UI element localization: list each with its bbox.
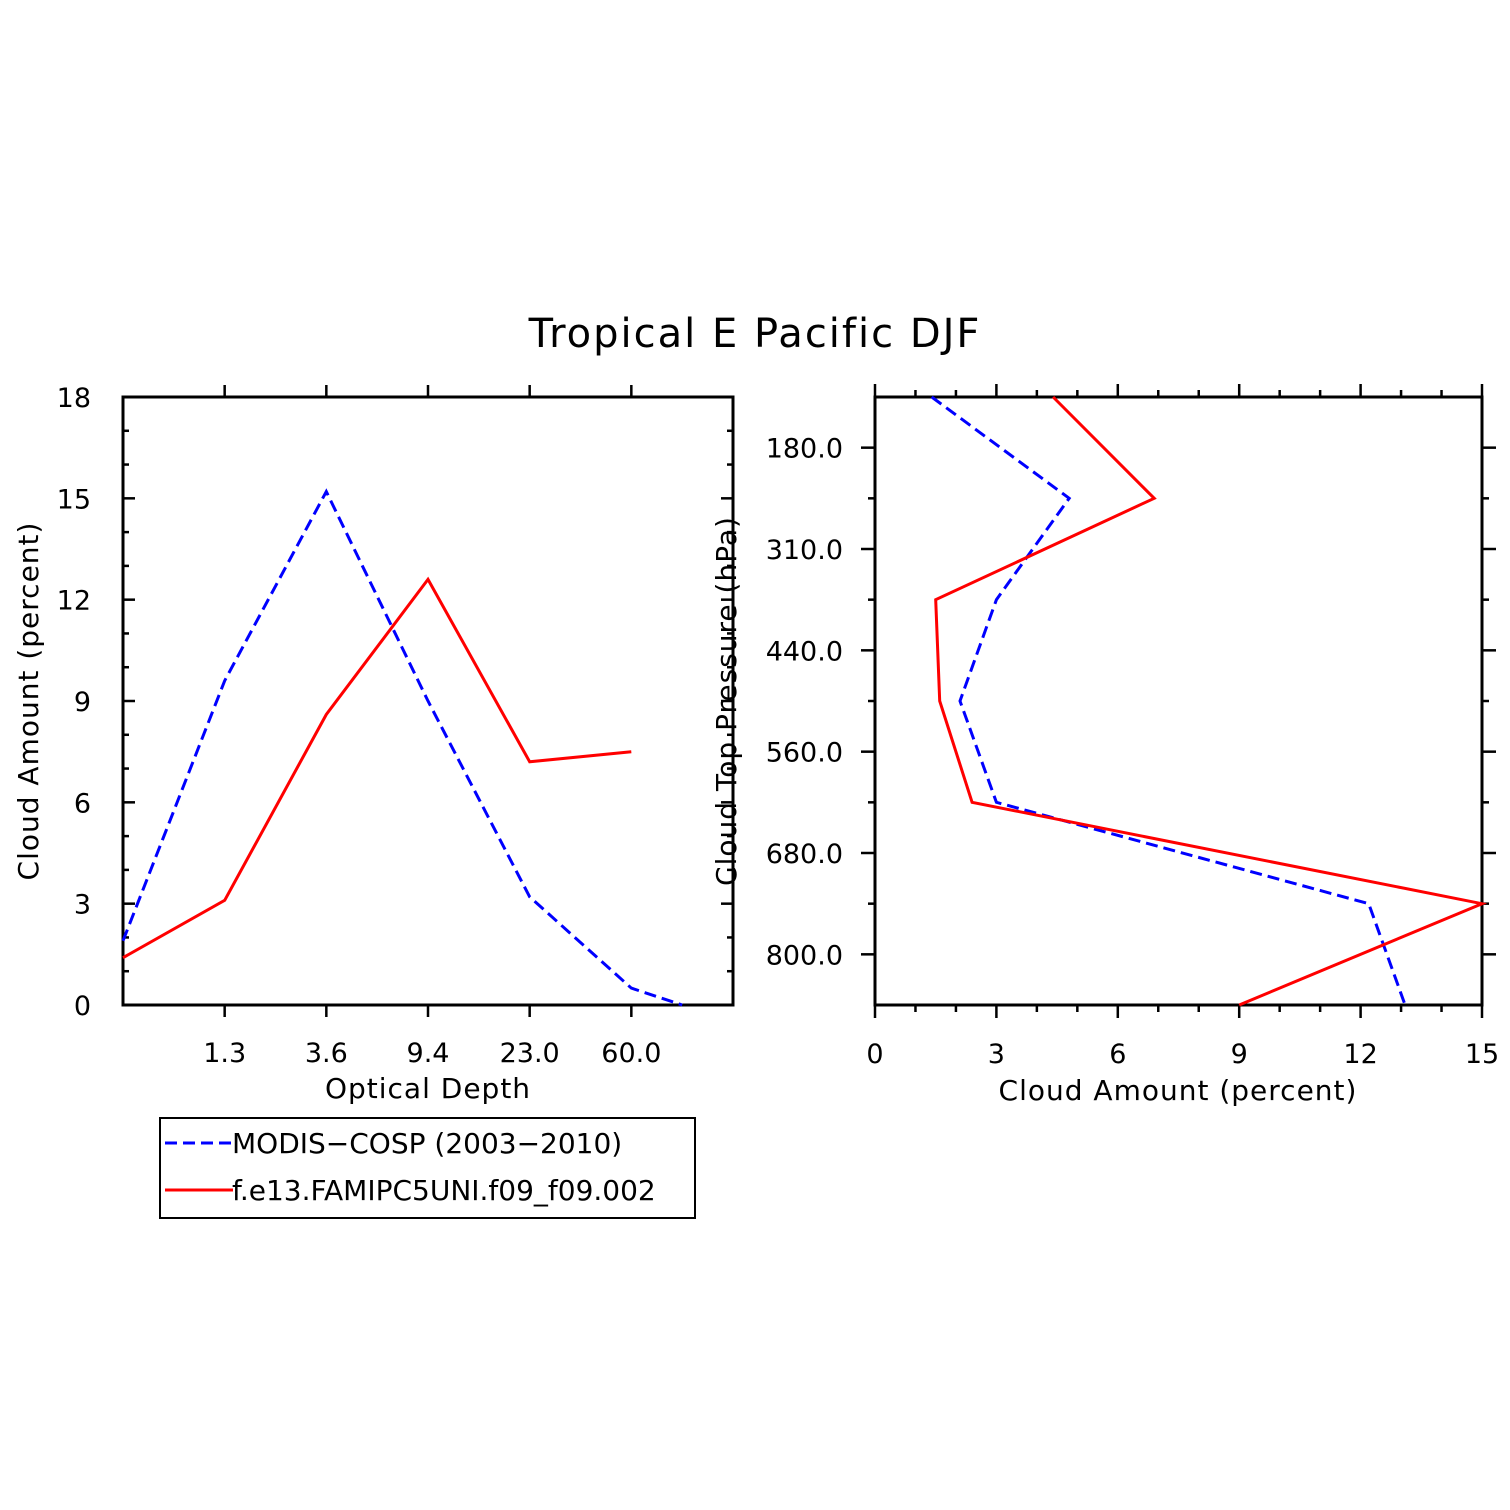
right-y-axis-label: Cloud Top Pressure (hPa) (710, 516, 743, 886)
left-x-tick-label: 1.3 (203, 1038, 246, 1069)
left-y-tick-label: 15 (57, 484, 91, 515)
right-y-tick-label: 310.0 (766, 535, 843, 566)
right-series-line-1 (934, 395, 1488, 1007)
right-y-tick-label: 180.0 (766, 434, 843, 465)
legend-box (159, 1117, 696, 1219)
right-data-lines (930, 395, 1488, 1007)
left-data-lines (121, 488, 683, 1007)
left-y-tick-label: 12 (57, 586, 91, 617)
right-y-tick-label: 560.0 (766, 738, 843, 769)
figure-title: Tropical E Pacific DJF (528, 311, 982, 357)
legend-label-modis: MODIS−COSP (2003−2010) (232, 1127, 622, 1160)
left-x-tick-label: 9.4 (407, 1038, 450, 1069)
left-y-tick-label: 6 (74, 788, 91, 819)
right-plot-frame (873, 395, 1484, 1007)
left-x-tick-label: 23.0 (500, 1038, 560, 1069)
left-x-axis-label: Optical Depth (325, 1072, 531, 1105)
right-x-tick-label: 12 (1343, 1039, 1377, 1070)
right-y-tick-label: 680.0 (766, 839, 843, 870)
right-x-tick-label: 3 (988, 1039, 1005, 1070)
left-chart-panel: 0 3 6 9 12 15 18 1.3 3.6 9.4 23.0 60.0 Optical Dept… (12, 383, 735, 1105)
right-x-tick-label: 9 (1231, 1039, 1248, 1070)
right-x-tick-label: 6 (1109, 1039, 1126, 1070)
right-x-tick-label: 0 (866, 1039, 883, 1070)
left-x-tick-label: 60.0 (601, 1038, 661, 1069)
left-y-tick-label: 0 (74, 991, 91, 1022)
left-y-tick-label: 3 (74, 890, 91, 921)
legend-label-model: f.e13.FAMIPC5UNI.f09_f09.002 (232, 1174, 656, 1207)
left-series-line-1 (122, 576, 632, 960)
left-series-line-0 (121, 488, 683, 1007)
left-y-axis-label: Cloud Amount (percent) (12, 522, 45, 881)
right-chart-panel: 0 3 6 9 12 15 180.0 310.0 440.0 560.0 680.0 800.0 C… (710, 384, 1499, 1107)
right-x-axis-label: Cloud Amount (percent) (999, 1074, 1358, 1107)
right-y-tick-label: 440.0 (766, 636, 843, 667)
right-series-line-0 (930, 395, 1407, 1006)
left-y-tick-label: 18 (57, 383, 91, 414)
right-axis-ticks: 0 3 6 9 12 15 180.0 310.0 440.0 560.0 680.0 800.0 (766, 384, 1499, 1070)
left-axis-ticks: 0 3 6 9 12 15 18 1.3 3.6 9.4 23.0 60.0 (57, 383, 733, 1069)
legend: MODIS−COSP (2003−2010) f.e13.FAMIPC5UNI.… (159, 1117, 696, 1219)
right-x-tick-label: 15 (1465, 1039, 1499, 1070)
left-x-tick-label: 3.6 (305, 1038, 348, 1069)
left-y-tick-label: 9 (74, 687, 91, 718)
right-y-tick-label: 800.0 (766, 940, 843, 971)
